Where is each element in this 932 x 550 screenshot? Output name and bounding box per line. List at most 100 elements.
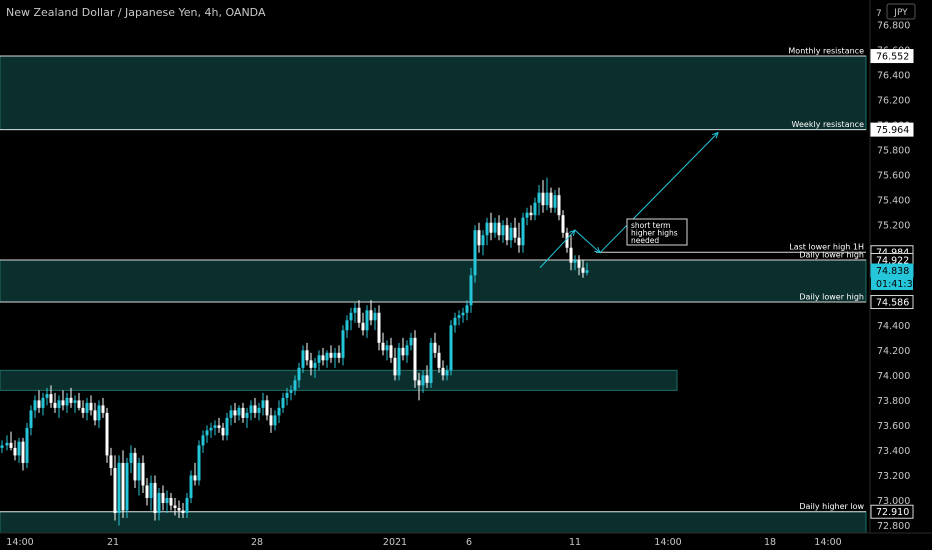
candle-59 [237, 405, 241, 421]
candle-body [329, 352, 333, 358]
candle-106 [425, 365, 429, 388]
candle-134 [537, 185, 541, 216]
x-tick-label-5: 11 [569, 537, 581, 548]
candle-117 [469, 267, 473, 313]
candle-103 [413, 330, 417, 388]
candle-body [461, 312, 465, 316]
candle-91 [365, 305, 369, 338]
candle-body [313, 362, 317, 368]
candle-body [241, 407, 245, 418]
candle-body [9, 442, 13, 448]
candle-76 [305, 342, 309, 366]
candle-body [361, 322, 365, 331]
candle-126 [505, 217, 509, 246]
candle-body [521, 217, 525, 246]
candle-body [417, 380, 421, 386]
candle-49 [197, 440, 201, 486]
candle-body [317, 355, 321, 363]
level-label-1: Weekly resistance [792, 120, 865, 129]
candle-body [277, 407, 281, 416]
candle-body [169, 497, 173, 506]
candle-113 [453, 312, 457, 333]
candle-70 [281, 392, 285, 413]
candle-body [93, 410, 97, 421]
candle-138 [553, 190, 557, 213]
candle-120 [481, 230, 485, 256]
candle-body [373, 312, 377, 321]
candle-body [13, 447, 17, 456]
candle-body [513, 227, 517, 238]
candle-body [581, 267, 585, 273]
candle-38 [153, 475, 157, 521]
candle-114 [457, 310, 461, 326]
candle-body [29, 410, 33, 428]
candle-body [345, 320, 349, 331]
candle-93 [373, 307, 377, 331]
candle-85 [341, 325, 345, 366]
candle-43 [173, 497, 177, 516]
candle-body [265, 400, 269, 416]
candle-89 [357, 300, 361, 328]
candle-122 [489, 212, 493, 241]
candle-71 [285, 387, 289, 406]
candle-body [5, 442, 9, 446]
price-axis[interactable]: 72.800 73.000 73.200 73.400 73.600 73.800 74.0… [869, 0, 919, 533]
candle-111 [445, 365, 449, 381]
candle-88 [353, 302, 357, 323]
candle-body [557, 195, 561, 216]
y-tick-label-8: 74.400 [877, 321, 910, 332]
level-label-3: Daily lower high [799, 250, 864, 259]
candle-13 [53, 392, 57, 413]
candle-body [437, 352, 441, 368]
candle-body [457, 315, 461, 318]
candle-body [193, 475, 197, 481]
candle-142 [569, 235, 573, 271]
candle-28 [113, 455, 117, 521]
price-label-text: 74.838 [876, 266, 909, 277]
y-tick-label-12: 75.200 [877, 221, 910, 232]
candle-body [545, 192, 549, 206]
chart-title: New Zealand Dollar / Japanese Yen, 4h, O… [6, 6, 266, 19]
candle-95 [381, 332, 385, 356]
currency-button[interactable]: JPY [886, 3, 916, 20]
y-tick-label-0: 72.800 [877, 521, 910, 532]
candle-body [285, 392, 289, 398]
candle-2 [9, 431, 13, 451]
price-label-text: 75.964 [876, 125, 909, 136]
candle-body [501, 225, 505, 236]
candle-1 [5, 435, 9, 451]
candle-body [337, 352, 341, 358]
candle-body [477, 230, 481, 246]
x-tick-label-2: 28 [251, 537, 263, 548]
candle-51 [205, 425, 209, 443]
candle-body [185, 497, 189, 513]
time-axis[interactable]: 14:00 21 28 2021 6 11 14:00 18 14:00 [0, 532, 932, 548]
annotation-line-1: short term [631, 221, 670, 230]
candle-body [393, 357, 397, 376]
candle-68 [273, 410, 277, 431]
candle-body [509, 227, 513, 241]
candle-body [173, 505, 177, 508]
candle-128 [513, 217, 517, 243]
candle-body [449, 325, 453, 371]
candle-86 [345, 315, 349, 338]
candle-body [209, 427, 213, 431]
trend-arrow-0[interactable] [539, 132, 719, 269]
candle-body [65, 397, 69, 406]
candle-74 [297, 362, 301, 388]
price-label-text: 74.586 [876, 298, 909, 309]
candle-body [409, 337, 413, 346]
candle-112 [449, 320, 453, 376]
candle-82 [329, 345, 333, 363]
candle-body [281, 397, 285, 408]
candle-body [45, 394, 49, 398]
candle-body [517, 237, 521, 246]
candle-body [237, 407, 241, 416]
candle-body [165, 497, 169, 503]
candle-8 [33, 395, 37, 418]
candle-body [537, 192, 541, 203]
level-label-2: Last lower high 1H [789, 243, 864, 252]
candle-108 [433, 332, 437, 358]
candle-body [485, 222, 489, 236]
